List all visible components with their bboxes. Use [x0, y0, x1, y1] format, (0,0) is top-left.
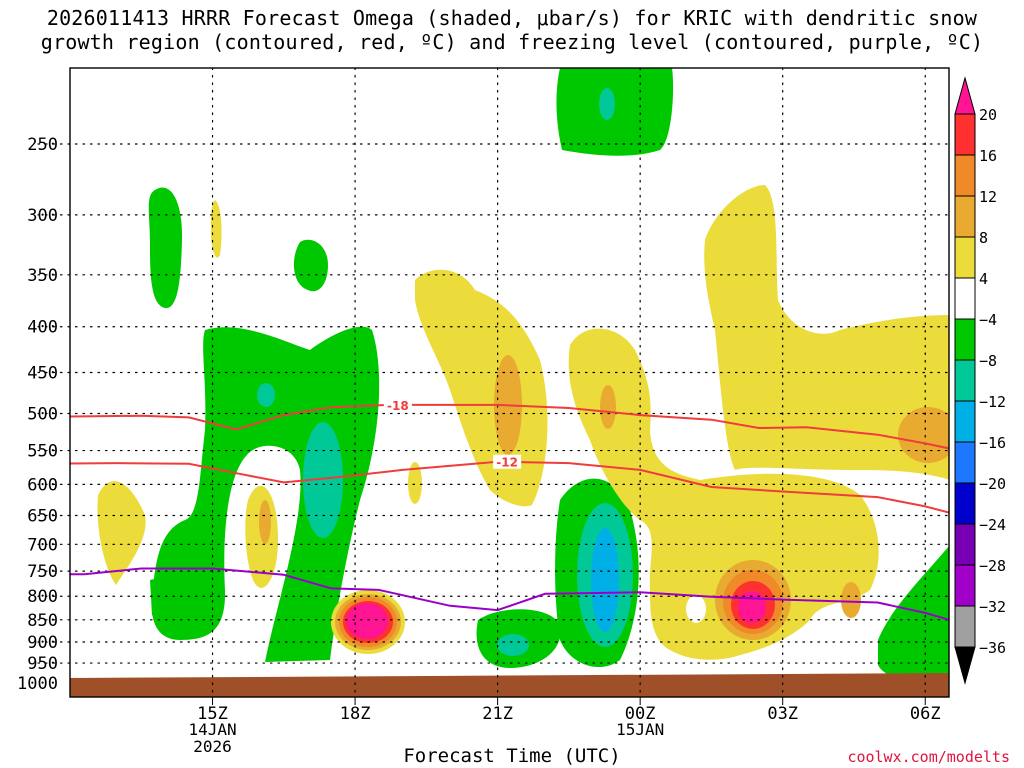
colorbar-label-7: −12	[979, 393, 1006, 411]
omega-region-updraft-core-17z	[257, 383, 275, 407]
x-tick-date-3: 15JAN	[616, 720, 664, 739]
colorbar-swatch-0	[954, 113, 976, 156]
omega-region-neutral-02z	[686, 595, 706, 623]
omega-region-subsidence-20z-small	[408, 462, 422, 504]
omega-region-updraft-arch	[151, 326, 380, 662]
y-tick-label-500: 500	[27, 405, 58, 425]
omega-region-subsidence-05z-core	[841, 582, 861, 618]
colorbar-swatch-12	[954, 605, 976, 648]
colorbar-bottom-arrow	[954, 646, 976, 685]
colorbar-swatch-2	[954, 195, 976, 238]
colorbar-swatch-6	[954, 359, 976, 402]
dgz-label-1: -12	[496, 456, 518, 470]
colorbar-label-3: 8	[979, 229, 988, 247]
colorbar-label-8: −16	[979, 434, 1006, 452]
y-tick-label-450: 450	[27, 364, 58, 384]
colorbar-label-12: −32	[979, 598, 1006, 616]
omega-region-updraft-lowleft	[150, 578, 179, 620]
freezing-level-contour	[70, 567, 949, 621]
y-tick-label-900: 900	[27, 633, 58, 653]
dgz-label-bg-1	[493, 454, 522, 469]
dgz-contour-0	[70, 403, 949, 450]
x-tick-label-0: 15Z	[197, 704, 228, 724]
omega-region-subsidence-00z-core	[600, 385, 616, 429]
colorbar-swatch-9	[954, 482, 976, 525]
x-tick-label-5: 06Z	[910, 704, 941, 724]
colorbar-label-1: 16	[979, 147, 997, 165]
y-tick-label-300: 300	[27, 206, 58, 226]
y-tick-label-650: 650	[27, 507, 58, 527]
omega-region-updraft-06z	[878, 546, 949, 682]
x-tick-date-0: 14JAN	[188, 720, 236, 739]
omega-region-subsidence-14z	[97, 481, 146, 585]
omega-region-updraft-00z-core	[591, 528, 619, 632]
x-tick-label-3: 00Z	[625, 704, 656, 724]
colorbar-label-9: −20	[979, 475, 1006, 493]
omega-region-updraft-00z-top	[556, 68, 674, 156]
colorbar-swatch-3	[954, 236, 976, 279]
y-tick-label-550: 550	[27, 442, 58, 462]
x-tick-label-4: 03Z	[767, 704, 798, 724]
x-tick-label-2: 21Z	[482, 704, 513, 724]
x-tick-label-1: 18Z	[340, 704, 371, 724]
omega-region-updraft-18z-upper	[293, 239, 328, 292]
y-tick-label-350: 350	[27, 266, 58, 286]
colorbar-label-5: −4	[979, 311, 997, 329]
colorbar-top-arrow	[954, 76, 976, 115]
colorbar-swatch-10	[954, 523, 976, 566]
colorbar-swatch-7	[954, 400, 976, 443]
y-tick-label-400: 400	[27, 318, 58, 338]
chart-title-line1: 2026011413 HRRR Forecast Omega (shaded, …	[46, 6, 978, 30]
dgz-label-0: -18	[387, 399, 409, 413]
colorbar-swatch-11	[954, 564, 976, 607]
colorbar-label-10: −24	[979, 516, 1006, 534]
site-credit[interactable]: coolwx.com/modelts	[847, 748, 1010, 766]
omega-region-subsidence-03z-upper	[704, 185, 949, 480]
omega-subsidence-ring-20	[346, 603, 388, 639]
y-tick-label-700: 700	[27, 535, 58, 555]
omega-region-updraft-15z-upper	[148, 187, 183, 309]
colorbar-label-11: −28	[979, 557, 1006, 575]
omega-region-subsidence-21z	[415, 269, 548, 507]
ground-surface	[70, 673, 949, 697]
colorbar-label-6: −8	[979, 352, 997, 370]
chart-title-line2: growth region (contoured, red, ºC) and f…	[40, 30, 984, 54]
y-tick-label-800: 800	[27, 587, 58, 607]
y-tick-label-750: 750	[27, 562, 58, 582]
plot-frame	[69, 67, 950, 698]
colorbar-swatch-4	[954, 277, 976, 320]
dgz-label-bg-0	[383, 397, 412, 412]
y-tick-label-600: 600	[27, 475, 58, 495]
colorbar-swatch-1	[954, 154, 976, 197]
colorbar-label-13: −36	[979, 639, 1006, 657]
colorbar-label-4: 4	[979, 270, 988, 288]
colorbar-swatch-5	[954, 318, 976, 361]
x-tick-year-0: 2026	[193, 737, 232, 756]
omega-region-updraft-2230z-core	[497, 634, 529, 656]
x-axis-label: Forecast Time (UTC)	[403, 745, 621, 767]
y-tick-label-950: 950	[27, 654, 58, 674]
omega-region-subsidence-17z-core	[259, 500, 271, 544]
colorbar-swatch-8	[954, 441, 976, 484]
omega-region-updraft-core-18z	[303, 422, 343, 538]
y-tick-label-850: 850	[27, 611, 58, 631]
colorbar-label-2: 12	[979, 188, 997, 206]
omega-region-subsidence-06z-core	[898, 407, 949, 463]
colorbar-label-0: 20	[979, 106, 997, 124]
y-tick-label-1000: 1000	[17, 674, 58, 694]
y-tick-label-250: 250	[27, 135, 58, 155]
omega-region-subsidence-01z	[568, 328, 879, 660]
omega-region-updraft-00z-top-core	[599, 88, 615, 120]
